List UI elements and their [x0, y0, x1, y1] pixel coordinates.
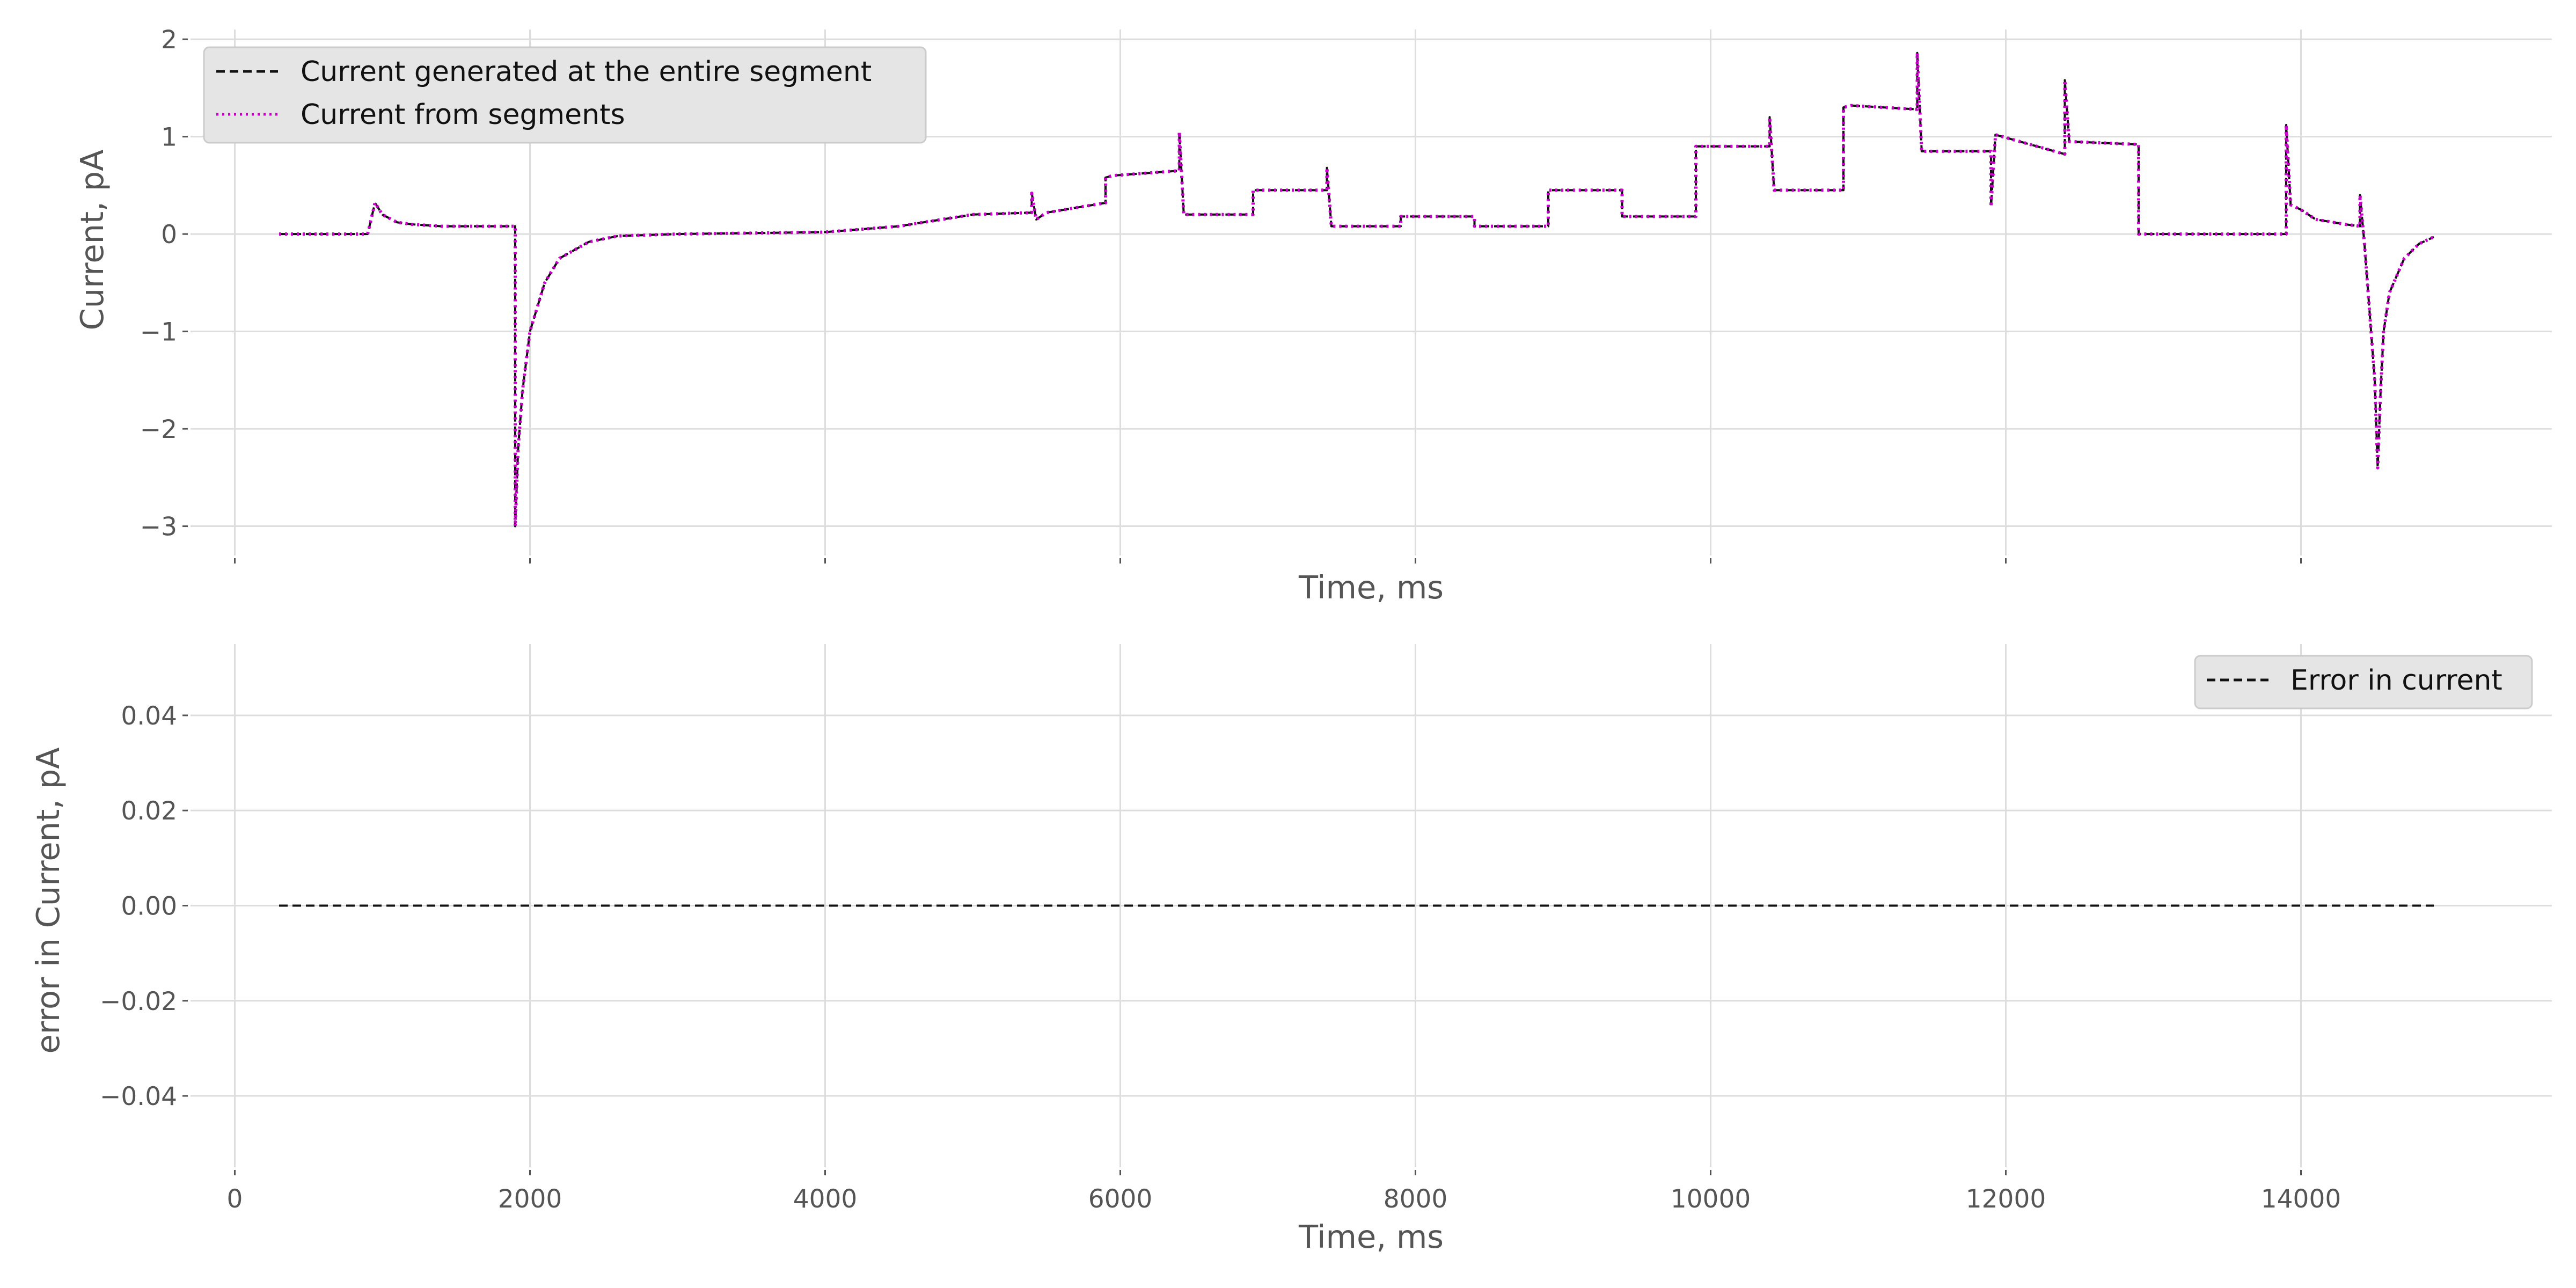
current-y-tick-label: 1 [161, 123, 177, 152]
legend-segments-label: Current from segments [301, 99, 625, 131]
current-ticks: −3 −2 −1 0 1 2 [140, 25, 2302, 564]
current-x-axis-label: Time, ms [1298, 569, 1444, 606]
error-x-tick-label: 10000 [1671, 1184, 1751, 1214]
error-x-tick-label: 2000 [498, 1184, 562, 1214]
error-x-tick-label: 6000 [1088, 1184, 1153, 1214]
error-x-tick-label: 12000 [1966, 1184, 2046, 1214]
error-y-tick-label: −0.04 [100, 1082, 177, 1111]
current-panel: −3 −2 −1 0 1 2 Time, ms Current, pA Current g… [74, 25, 2552, 606]
current-y-tick-label: −1 [140, 318, 177, 347]
error-x-tick-label: 8000 [1384, 1184, 1448, 1214]
error-x-tick-label: 4000 [793, 1184, 858, 1214]
current-y-tick-label: 0 [161, 220, 177, 250]
error-y-tick-label: 0.02 [121, 796, 177, 826]
current-legend: Current generated at the entire segment … [203, 46, 927, 144]
error-legend-box [2194, 655, 2533, 709]
error-ticks: 0 2000 4000 6000 8000 10000 12000 14000 −0.04 −0.… [100, 701, 2341, 1214]
legend-entire-segment-label: Current generated at the entire segment [301, 56, 872, 88]
error-y-tick-label: 0.00 [121, 892, 177, 921]
current-y-axis-label: Current, pA [74, 150, 111, 331]
error-legend: Error in current [2194, 655, 2533, 709]
error-y-tick-label: −0.02 [100, 987, 177, 1016]
error-x-tick-label: 0 [227, 1184, 243, 1214]
current-y-tick-label: 2 [161, 25, 177, 55]
error-y-axis-label: error in Current, pA [30, 747, 67, 1053]
current-series [279, 51, 2435, 528]
error-x-tick-label: 14000 [2261, 1184, 2341, 1214]
series-line-current-from-segments [279, 51, 2435, 528]
error-x-axis-label: Time, ms [1298, 1218, 1444, 1255]
error-y-tick-label: 0.04 [121, 701, 177, 731]
current-y-tick-label: −2 [140, 415, 177, 444]
legend-error-label: Error in current [2290, 664, 2502, 697]
error-panel: 0 2000 4000 6000 8000 10000 12000 14000 −0.04 −0.… [30, 644, 2552, 1255]
current-legend-box [203, 46, 927, 144]
current-y-tick-label: −3 [140, 513, 177, 542]
